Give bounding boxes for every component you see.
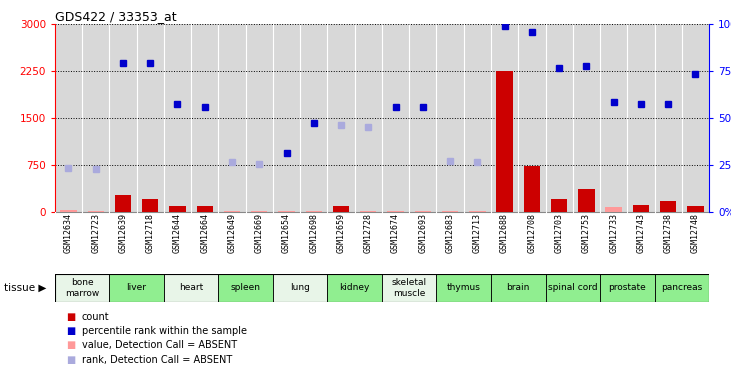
Text: kidney: kidney	[339, 284, 370, 292]
Bar	[660, 201, 676, 212]
Text: thymus: thymus	[447, 284, 481, 292]
Text: GSM12639: GSM12639	[118, 213, 127, 253]
Text: GSM12733: GSM12733	[609, 213, 618, 253]
Bar	[523, 166, 540, 212]
Bar	[578, 189, 594, 212]
Text: GSM12654: GSM12654	[282, 213, 291, 253]
Text: GSM12644: GSM12644	[173, 213, 182, 253]
Text: GSM12748: GSM12748	[691, 213, 700, 253]
Text: ■: ■	[66, 312, 75, 322]
Text: lung: lung	[290, 284, 310, 292]
Bar	[605, 207, 622, 212]
Bar	[436, 274, 491, 302]
Bar	[327, 274, 382, 302]
Bar	[491, 274, 545, 302]
Text: GSM12664: GSM12664	[200, 213, 209, 253]
Text: GSM12738: GSM12738	[664, 213, 673, 253]
Bar	[545, 274, 600, 302]
Bar	[333, 206, 349, 212]
Bar	[251, 211, 268, 212]
Text: GSM12718: GSM12718	[145, 213, 155, 253]
Bar	[496, 70, 512, 212]
Text: pancreas: pancreas	[661, 284, 702, 292]
Bar	[469, 211, 485, 212]
Bar	[115, 195, 131, 212]
Text: GSM12753: GSM12753	[582, 213, 591, 253]
Bar	[88, 211, 104, 212]
Text: value, Detection Call = ABSENT: value, Detection Call = ABSENT	[82, 340, 237, 350]
Text: GSM12743: GSM12743	[637, 213, 645, 253]
Text: skeletal
muscle: skeletal muscle	[392, 278, 427, 297]
Bar	[633, 205, 649, 212]
Text: spleen: spleen	[231, 284, 261, 292]
Bar	[170, 206, 186, 212]
Bar	[60, 210, 77, 212]
Text: count: count	[82, 312, 110, 322]
Bar	[414, 211, 431, 212]
Text: GSM12693: GSM12693	[418, 213, 428, 253]
Bar	[279, 211, 295, 212]
Text: rank, Detection Call = ABSENT: rank, Detection Call = ABSENT	[82, 355, 232, 364]
Text: GSM12698: GSM12698	[309, 213, 318, 253]
Text: GSM12674: GSM12674	[391, 213, 400, 253]
Text: GSM12723: GSM12723	[91, 213, 100, 253]
Bar	[551, 200, 567, 212]
Text: brain: brain	[507, 284, 530, 292]
Bar	[219, 274, 273, 302]
Text: GSM12708: GSM12708	[527, 213, 537, 253]
Bar	[306, 211, 322, 212]
Bar	[442, 211, 458, 212]
Text: heart: heart	[179, 284, 203, 292]
Text: GSM12703: GSM12703	[555, 213, 564, 253]
Text: GSM12713: GSM12713	[473, 213, 482, 253]
Text: percentile rank within the sample: percentile rank within the sample	[82, 326, 247, 336]
Text: liver: liver	[126, 284, 147, 292]
Text: GSM12659: GSM12659	[336, 213, 346, 253]
Text: tissue ▶: tissue ▶	[4, 283, 46, 292]
Text: GDS422 / 33353_at: GDS422 / 33353_at	[55, 10, 176, 23]
Bar	[224, 211, 240, 212]
Text: prostate: prostate	[608, 284, 646, 292]
Text: GSM12688: GSM12688	[500, 213, 509, 253]
Text: GSM12634: GSM12634	[64, 213, 73, 253]
Text: ■: ■	[66, 326, 75, 336]
Text: spinal cord: spinal cord	[548, 284, 597, 292]
Bar	[382, 274, 436, 302]
Text: ■: ■	[66, 355, 75, 364]
Bar	[273, 274, 327, 302]
Bar	[55, 274, 110, 302]
Bar	[360, 211, 376, 212]
Bar	[387, 211, 404, 212]
Text: bone
marrow: bone marrow	[65, 278, 99, 297]
Bar	[600, 274, 654, 302]
Text: GSM12649: GSM12649	[227, 213, 237, 253]
Bar	[110, 274, 164, 302]
Bar	[687, 206, 704, 212]
Text: GSM12728: GSM12728	[364, 213, 373, 253]
Text: GSM12669: GSM12669	[255, 213, 264, 253]
Bar	[654, 274, 709, 302]
Bar	[164, 274, 219, 302]
Text: ■: ■	[66, 340, 75, 350]
Bar	[142, 200, 159, 212]
Text: GSM12683: GSM12683	[446, 213, 455, 253]
Bar	[197, 206, 213, 212]
